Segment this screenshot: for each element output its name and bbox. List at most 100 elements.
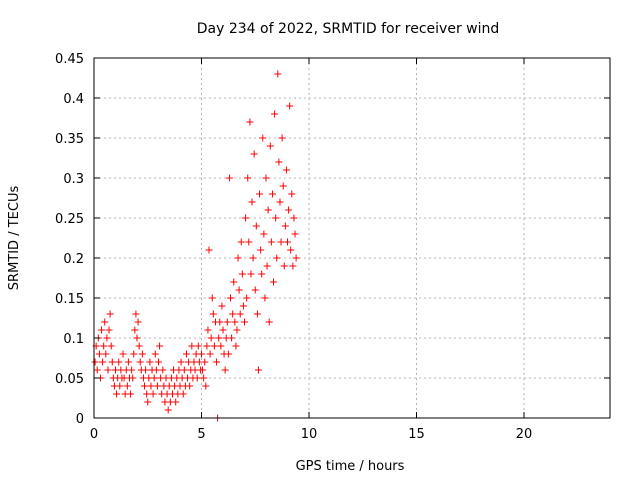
data-point [275, 158, 283, 166]
data-point [254, 366, 262, 374]
data-point [142, 366, 150, 374]
data-point [133, 334, 141, 342]
data-point [218, 302, 226, 310]
data-point [106, 310, 114, 318]
data-point [199, 366, 207, 374]
data-point [260, 230, 268, 238]
data-point [216, 318, 224, 326]
data-point [228, 334, 236, 342]
data-point [182, 350, 190, 358]
data-point [288, 190, 296, 198]
data-point [215, 334, 223, 342]
data-point [91, 358, 99, 366]
data-point [153, 382, 161, 390]
x-tick-label: 20 [516, 427, 533, 442]
y-tick-label: 0.25 [55, 212, 84, 227]
data-point [280, 262, 288, 270]
data-point [180, 366, 188, 374]
data-point [149, 390, 157, 398]
data-point [270, 278, 278, 286]
data-point [93, 366, 101, 374]
data-point [271, 110, 279, 118]
data-point [267, 238, 275, 246]
data-point [238, 270, 246, 278]
data-point [134, 318, 142, 326]
x-tick-label: 15 [408, 427, 425, 442]
data-point [241, 318, 248, 326]
x-axis-label: GPS time / hours [296, 459, 405, 474]
data-point [276, 198, 284, 206]
data-point [282, 166, 290, 174]
data-point [203, 342, 211, 350]
data-point [136, 358, 144, 366]
data-point [124, 358, 132, 366]
data-point [245, 238, 253, 246]
tick-labels: 0 5 10 15 20 0 0.05 0.1 0.15 0.2 0.25 0.3 0.35 0.4 0.4… [55, 52, 532, 442]
data-point [130, 350, 138, 358]
y-tick-label: 0.1 [63, 332, 84, 347]
data-point [281, 222, 289, 230]
data-point [246, 118, 254, 126]
data-point [138, 350, 146, 358]
data-point [229, 310, 237, 318]
data-point [179, 390, 187, 398]
y-tick-label: 0.2 [63, 252, 84, 267]
data-point [231, 318, 239, 326]
data-point [202, 382, 210, 390]
data-point [225, 174, 233, 182]
data-point [266, 142, 274, 150]
data-point [256, 190, 264, 198]
data-point [177, 358, 185, 366]
axis-ticks [93, 57, 610, 419]
data-point [172, 398, 180, 406]
data-point [128, 366, 136, 374]
data-point [268, 190, 276, 198]
y-tick-label: 0.4 [63, 92, 84, 107]
data-point [263, 262, 271, 270]
data-point [210, 342, 218, 350]
data-point [232, 342, 240, 350]
data-point [135, 342, 143, 350]
data-point [289, 262, 297, 270]
y-tick-label: 0.45 [55, 52, 84, 67]
chart-title: Day 234 of 2022, SRMTID for receiver win… [197, 21, 500, 37]
data-point [105, 326, 113, 334]
data-point [284, 238, 291, 246]
data-point [273, 254, 281, 262]
data-point [146, 358, 154, 366]
data-point [147, 382, 155, 390]
data-point [103, 334, 111, 342]
data-point [262, 174, 270, 182]
y-axis-label: SRMTID / TECUs [7, 186, 22, 291]
data-point [261, 294, 269, 302]
data-point [242, 214, 250, 222]
data-points [91, 70, 300, 422]
data-point [107, 342, 115, 350]
data-point [286, 102, 294, 110]
data-point [277, 238, 285, 246]
data-point [217, 342, 225, 350]
data-point [243, 294, 251, 302]
grid-lines [94, 58, 610, 418]
data-point [237, 238, 245, 246]
data-point [102, 350, 110, 358]
data-point [250, 150, 258, 158]
data-point [127, 390, 135, 398]
data-point [233, 326, 241, 334]
data-point [219, 326, 227, 334]
x-tick-label: 5 [197, 427, 205, 442]
data-point [132, 310, 140, 318]
data-point [253, 310, 261, 318]
data-point [285, 206, 293, 214]
plot-frame [93, 57, 611, 419]
data-point [247, 270, 255, 278]
data-point [188, 342, 196, 350]
data-point [159, 366, 167, 374]
data-point [164, 406, 172, 414]
data-point [198, 350, 205, 358]
data-point [239, 302, 247, 310]
data-point [194, 342, 202, 350]
y-tick-label: 0 [76, 412, 84, 427]
data-point [272, 214, 280, 222]
data-point [101, 318, 109, 326]
